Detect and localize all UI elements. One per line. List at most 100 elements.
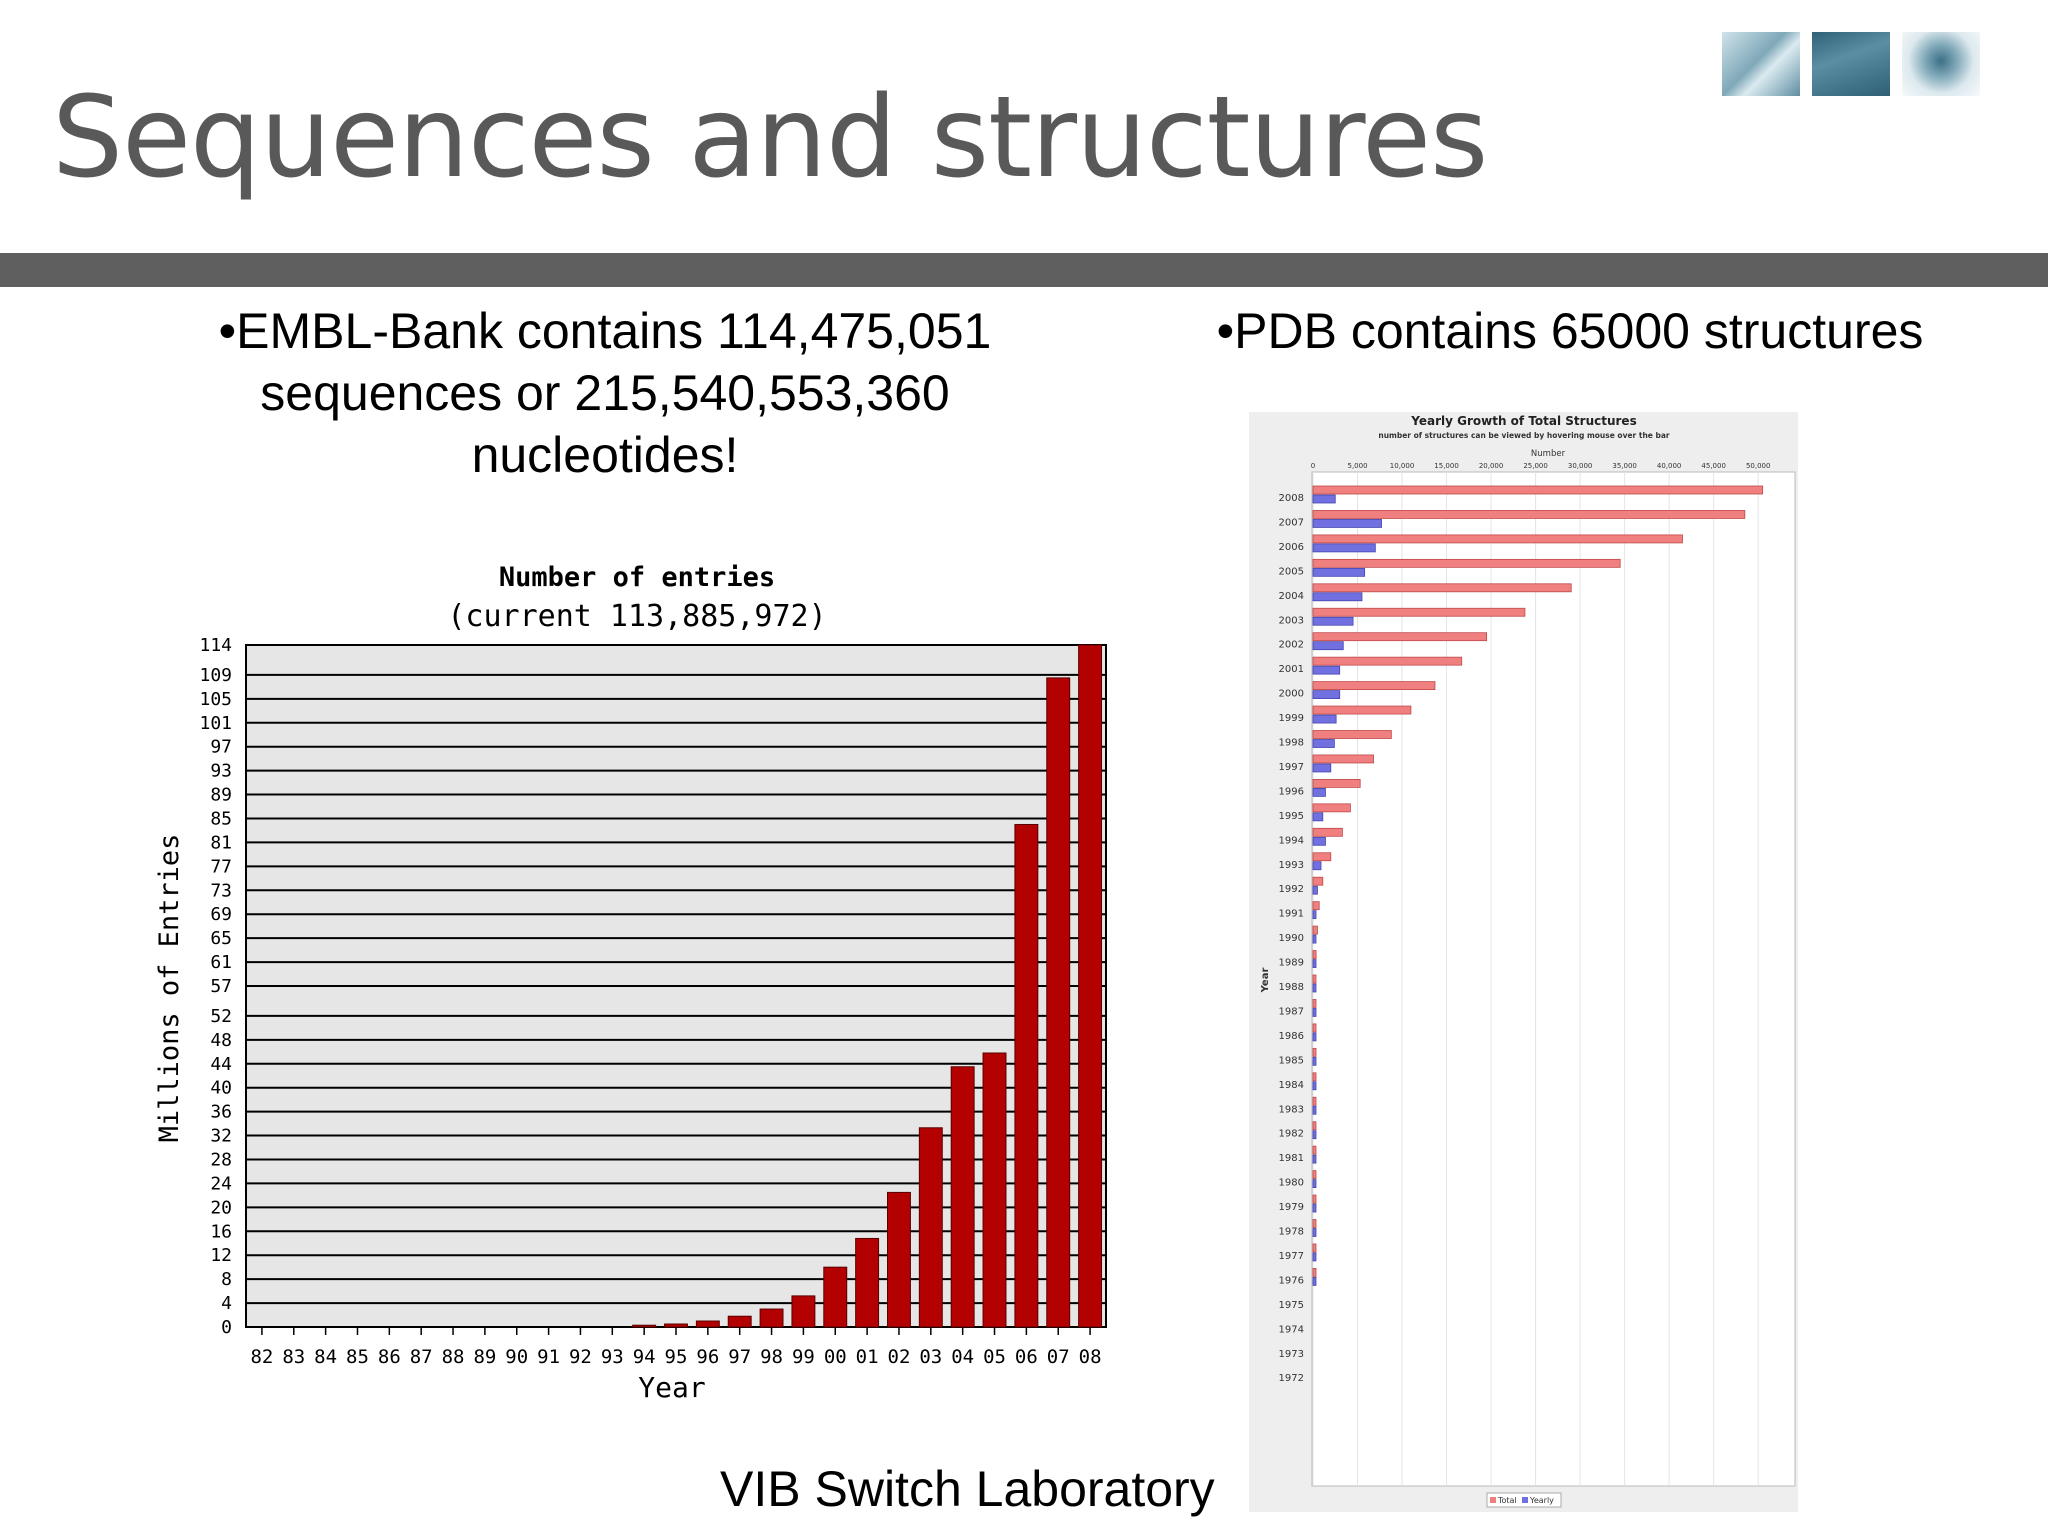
bar-yearly (1312, 1056, 1317, 1066)
bar-yearly (1312, 1228, 1317, 1237)
chart-subtitle: number of structures can be viewed by ho… (1378, 431, 1670, 440)
y-tick-label: 2003 (1279, 615, 1304, 626)
x-tick-label: 99 (792, 1346, 815, 1368)
x-tick-label: 91 (537, 1346, 560, 1368)
y-tick-label: 1994 (1279, 835, 1304, 846)
x-tick-label: 35,000 (1612, 462, 1637, 470)
bar-total (1312, 607, 1526, 617)
x-tick-label: 86 (378, 1346, 401, 1368)
y-tick-label: 1985 (1279, 1055, 1304, 1066)
x-tick-label: 45,000 (1701, 462, 1726, 470)
bar-total (1312, 681, 1436, 690)
y-axis-title: Millions of Entries (154, 834, 185, 1143)
y-tick-label: 61 (210, 952, 232, 973)
y-tick-label: 89 (210, 785, 232, 806)
y-tick-label: 1984 (1279, 1080, 1304, 1091)
bar (791, 1295, 816, 1328)
y-tick-label: 1977 (1279, 1251, 1304, 1262)
bar-total (1312, 583, 1572, 593)
x-tick-label: 20,000 (1479, 462, 1504, 470)
bar-total (1312, 485, 1764, 495)
bar-yearly (1312, 616, 1354, 626)
x-tick-label: 82 (250, 1346, 273, 1368)
x-tick-label: 15,000 (1434, 462, 1459, 470)
y-tick-label: 65 (210, 928, 232, 949)
y-tick-label: 81 (210, 832, 232, 853)
x-tick-label: 05 (983, 1346, 1006, 1368)
bar-total (1312, 656, 1463, 666)
bar-yearly (1312, 567, 1366, 577)
bar-total (1312, 1243, 1317, 1253)
y-tick-label: 97 (210, 737, 232, 758)
x-tick-label: 97 (728, 1346, 751, 1368)
bar-total (1312, 1194, 1317, 1204)
y-tick-label: 1997 (1279, 762, 1304, 773)
bar-total (1312, 1072, 1317, 1082)
bar-yearly (1312, 1130, 1317, 1140)
bar (950, 1066, 975, 1328)
bar-yearly (1312, 739, 1335, 748)
bar (727, 1315, 752, 1328)
bar-yearly (1312, 812, 1324, 822)
bar-yearly (1312, 959, 1317, 968)
y-tick-label: 2007 (1279, 517, 1304, 528)
bar (855, 1237, 880, 1328)
x-tick-label: 5,000 (1347, 462, 1367, 470)
x-tick-label: 40,000 (1657, 462, 1682, 470)
bar (632, 1324, 657, 1328)
bar-yearly (1312, 983, 1317, 993)
y-tick-label: 36 (210, 1102, 232, 1123)
y-tick-label: 1993 (1279, 860, 1304, 871)
y-tick-label: 73 (210, 880, 232, 901)
y-tick-label: 24 (210, 1173, 232, 1194)
bar-total (1312, 876, 1324, 886)
bar-yearly (1312, 788, 1326, 797)
y-axis-title: Year (1260, 968, 1271, 994)
y-tick-label: 2002 (1279, 640, 1304, 651)
legend-swatch-yearly (1522, 1497, 1528, 1503)
bar-yearly (1312, 1008, 1317, 1017)
bar-yearly (1312, 1277, 1317, 1286)
y-tick-label: 1982 (1279, 1129, 1304, 1140)
x-tick-label: 02 (888, 1346, 911, 1368)
bar-total (1312, 510, 1746, 519)
bar (664, 1323, 688, 1328)
y-tick-label: 52 (210, 1006, 232, 1027)
x-tick-label: 00 (824, 1346, 847, 1368)
bar-total (1312, 999, 1317, 1008)
bar (1046, 677, 1071, 1328)
y-tick-label: 28 (210, 1149, 232, 1170)
bar-total (1312, 730, 1392, 739)
x-tick-label: 04 (951, 1346, 974, 1368)
y-tick-label: 1999 (1279, 713, 1304, 724)
y-tick-label: 32 (210, 1126, 232, 1147)
y-tick-label: 1976 (1279, 1275, 1304, 1286)
bar-yearly (1312, 934, 1317, 944)
y-tick-label: 12 (210, 1245, 232, 1266)
y-tick-label: 101 (199, 713, 232, 734)
bar-yearly (1312, 690, 1341, 699)
x-tick-label: 01 (856, 1346, 879, 1368)
y-tick-label: 1991 (1279, 909, 1304, 920)
x-tick-label: 06 (1015, 1346, 1038, 1368)
y-tick-label: 48 (210, 1030, 232, 1051)
y-tick-label: 69 (210, 904, 232, 925)
bar-total (1312, 827, 1343, 837)
x-tick-label: 08 (1079, 1346, 1102, 1368)
bar-total (1312, 1121, 1317, 1131)
y-tick-label: 2004 (1279, 591, 1304, 602)
bar-total (1312, 1096, 1317, 1106)
x-tick-label: 84 (314, 1346, 337, 1368)
y-tick-label: 8 (221, 1269, 232, 1290)
bar (1078, 644, 1103, 1328)
y-tick-label: 2008 (1279, 493, 1304, 504)
logo-image-3 (1902, 32, 1980, 96)
y-tick-label: 16 (210, 1221, 232, 1242)
y-tick-label: 1987 (1279, 1006, 1304, 1017)
bar-total (1312, 1268, 1317, 1277)
bar-total (1312, 974, 1317, 984)
bar-yearly (1312, 543, 1376, 553)
y-tick-label: 1995 (1279, 811, 1304, 822)
y-tick-label: 1972 (1279, 1373, 1304, 1384)
x-tick-label: 07 (1047, 1346, 1070, 1368)
